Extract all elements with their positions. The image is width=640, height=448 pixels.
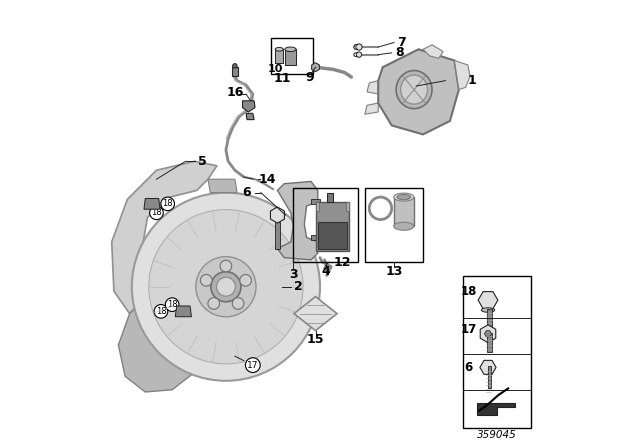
Polygon shape <box>243 101 255 112</box>
Text: 13: 13 <box>385 265 403 278</box>
Text: 15: 15 <box>307 333 324 346</box>
Text: 7: 7 <box>397 36 406 49</box>
Ellipse shape <box>394 222 414 230</box>
Ellipse shape <box>275 47 284 51</box>
Bar <box>271 38 314 74</box>
Circle shape <box>200 275 212 286</box>
Polygon shape <box>378 49 459 134</box>
Bar <box>311 235 320 240</box>
Ellipse shape <box>397 194 410 200</box>
Ellipse shape <box>285 47 296 52</box>
Text: 12: 12 <box>333 255 351 269</box>
Bar <box>285 49 296 65</box>
Text: 6: 6 <box>465 361 473 374</box>
Circle shape <box>356 52 362 57</box>
Text: 17: 17 <box>461 323 477 336</box>
Circle shape <box>132 193 320 381</box>
Text: 3: 3 <box>289 267 298 281</box>
Bar <box>487 333 492 352</box>
Polygon shape <box>367 81 378 94</box>
Bar <box>463 276 531 428</box>
Text: 9: 9 <box>306 71 314 85</box>
Text: 18: 18 <box>461 284 477 298</box>
Bar <box>293 188 358 262</box>
Text: 18: 18 <box>156 307 166 316</box>
Circle shape <box>232 297 244 309</box>
Polygon shape <box>294 297 337 331</box>
Polygon shape <box>246 113 254 120</box>
Circle shape <box>216 277 236 296</box>
Text: 8: 8 <box>395 46 404 60</box>
Circle shape <box>240 275 252 286</box>
Polygon shape <box>118 296 202 392</box>
Bar <box>394 197 414 226</box>
Circle shape <box>211 271 241 302</box>
Text: 6: 6 <box>243 186 252 199</box>
Polygon shape <box>327 193 333 202</box>
Text: 5: 5 <box>198 155 207 168</box>
Bar <box>275 49 284 63</box>
Text: 2: 2 <box>294 280 303 293</box>
Polygon shape <box>208 179 237 193</box>
Text: 18: 18 <box>167 300 177 309</box>
Circle shape <box>208 297 220 309</box>
Circle shape <box>233 64 237 68</box>
Bar <box>487 309 492 327</box>
Bar <box>311 199 320 204</box>
Bar <box>488 366 491 388</box>
Text: 1: 1 <box>468 74 477 87</box>
Ellipse shape <box>394 193 414 201</box>
Polygon shape <box>175 306 191 317</box>
Circle shape <box>356 44 362 50</box>
Polygon shape <box>477 403 515 415</box>
Bar <box>275 222 280 249</box>
Circle shape <box>148 210 303 364</box>
Polygon shape <box>278 181 317 260</box>
Polygon shape <box>365 103 378 114</box>
Bar <box>316 202 319 211</box>
Bar <box>346 202 349 211</box>
Text: 11: 11 <box>273 72 291 85</box>
Polygon shape <box>454 60 470 90</box>
Polygon shape <box>112 161 217 314</box>
Text: 14: 14 <box>259 172 276 186</box>
Bar <box>365 188 423 262</box>
Text: 16: 16 <box>226 86 244 99</box>
Ellipse shape <box>396 70 432 109</box>
Bar <box>316 202 349 251</box>
Circle shape <box>196 257 256 317</box>
Text: 10: 10 <box>268 65 283 74</box>
Text: 4: 4 <box>321 265 330 278</box>
Bar <box>232 67 237 76</box>
Ellipse shape <box>481 308 495 312</box>
Bar <box>317 222 347 249</box>
Text: 17: 17 <box>247 361 259 370</box>
Circle shape <box>220 260 232 272</box>
Polygon shape <box>423 45 443 58</box>
Ellipse shape <box>401 75 428 104</box>
Text: 18: 18 <box>151 208 162 217</box>
Text: 18: 18 <box>163 199 173 208</box>
Polygon shape <box>144 198 160 209</box>
Text: 359045: 359045 <box>477 431 517 440</box>
